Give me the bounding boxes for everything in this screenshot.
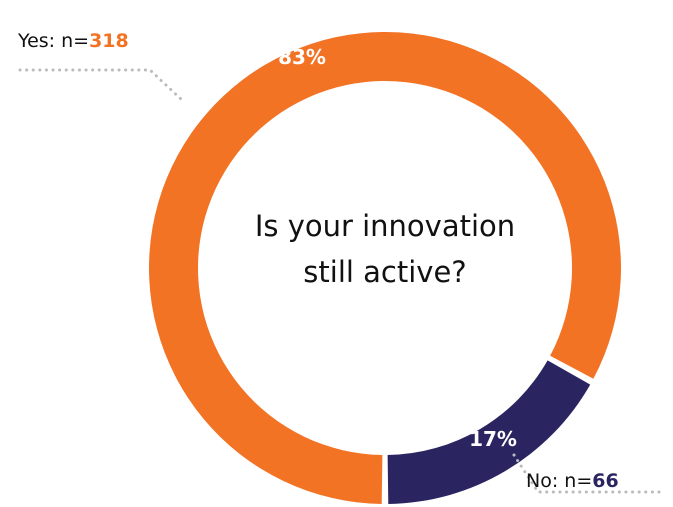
slice-no [387, 360, 591, 504]
leader-line-no [512, 453, 666, 494]
slice-label-yes: 83% [278, 45, 326, 69]
center-question-line-2: still active? [303, 255, 466, 289]
donut-slices [149, 31, 622, 504]
callout-no: No: n=66 [526, 470, 619, 492]
leader-line-yes [18, 68, 186, 104]
callout-yes: Yes: n=318 [17, 30, 129, 52]
callout-yes-prefix: Yes: n= [17, 30, 89, 52]
center-question-line-1: Is your innovation [255, 209, 515, 243]
callout-yes-count: 318 [89, 30, 129, 52]
callout-no-count: 66 [592, 470, 618, 492]
leader-lines [18, 68, 666, 494]
slice-label-no: 17% [469, 427, 517, 451]
callout-no-prefix: No: n= [526, 470, 592, 492]
